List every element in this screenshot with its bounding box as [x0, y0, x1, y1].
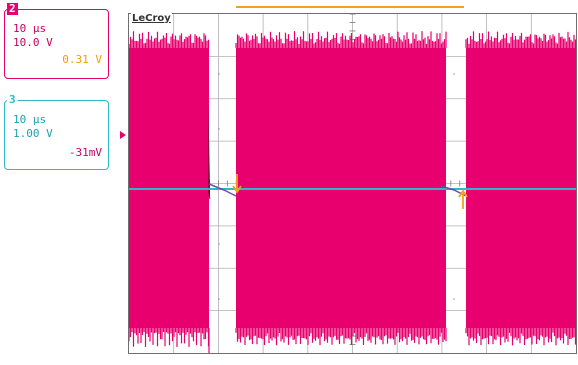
graticule-dot [218, 298, 220, 300]
channel-2-ground-marker-icon[interactable] [120, 131, 126, 139]
channel-3-offset: -31mV [68, 146, 102, 159]
channel-3-volts-div: 1.00 V [13, 127, 53, 140]
channel-2-noise-top [465, 31, 576, 48]
channel-2-noise-bottom [465, 328, 576, 346]
channel-2-noise-bottom [235, 328, 447, 346]
channel-2-noise-top [235, 31, 447, 48]
channel-2-offset: 0.31 V [62, 53, 102, 66]
graticule-dot [453, 73, 455, 75]
channel-2-number: 2 [7, 2, 18, 15]
graticule-dot [218, 73, 220, 75]
cursor-up-arrow-icon [458, 189, 468, 209]
channel-2-descriptor[interactable]: 2 10 μs 10.0 V 0.31 V [4, 3, 109, 79]
channel-2-noise-top [129, 31, 210, 48]
waveform-display[interactable] [128, 13, 577, 354]
channel-3-descriptor[interactable]: 3 10 μs 1.00 V -31mV [4, 94, 109, 170]
channel-2-edge-spike [207, 74, 211, 353]
channel-2-timebase: 10 μs [13, 22, 47, 35]
graticule-dot [218, 243, 220, 245]
waveform-canvas [129, 14, 576, 353]
graticule-dot [453, 298, 455, 300]
channel-2-volts-div: 10.0 V [13, 36, 53, 49]
channel-3-timebase: 10 μs [13, 113, 47, 126]
cursor-down-arrow-icon [232, 174, 242, 194]
graticule-dot [218, 128, 220, 130]
channel-3-number: 3 [7, 93, 18, 106]
channel-2-noise-bottom [129, 328, 210, 347]
trigger-position-bar [236, 6, 464, 8]
brand-logo: LeCroy [131, 13, 172, 25]
